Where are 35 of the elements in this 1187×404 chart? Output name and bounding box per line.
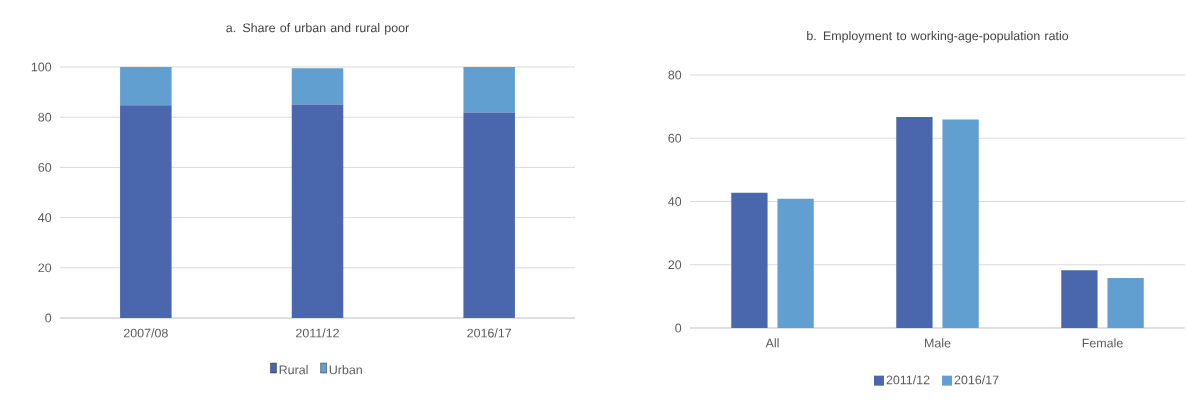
bar [1107, 278, 1144, 328]
bar [291, 68, 344, 105]
legend-label: Rural [279, 365, 308, 375]
bar [942, 119, 979, 328]
y-tick-label: 40 [668, 197, 682, 206]
x-tick-label: 2016/17 [467, 328, 512, 338]
y-tick-label: 60 [668, 133, 682, 143]
y-tick-label: 40 [38, 213, 52, 223]
bar [463, 67, 515, 113]
x-tick-label: All [765, 338, 779, 348]
bar [463, 112, 515, 318]
chart-title: a. Share of urban and rural poor [226, 23, 409, 35]
y-tick-label: 0 [45, 313, 52, 323]
bar [120, 105, 172, 318]
x-tick-label: Female [1082, 338, 1123, 348]
y-tick-label: 20 [38, 263, 52, 273]
y-tick-label: 60 [38, 163, 52, 172]
y-tick-label: 100 [31, 62, 52, 72]
x-tick-label: 2007/08 [123, 328, 168, 338]
bar [777, 198, 814, 328]
chart-title: b. Employment to working-age-population ratio [807, 31, 1069, 43]
y-tick-label: 0 [675, 323, 682, 333]
bar [731, 192, 768, 328]
bar [120, 67, 172, 106]
bar [291, 104, 344, 318]
legend-label: 2016/17 [954, 375, 999, 385]
bar [1061, 270, 1098, 328]
y-tick-label: 20 [668, 260, 682, 270]
x-tick-label: Male [925, 338, 951, 348]
y-tick-label: 80 [38, 112, 52, 122]
legend-label: 2011/12 [886, 375, 930, 385]
bar [896, 117, 933, 328]
y-tick-label: 80 [668, 70, 682, 80]
x-tick-label: 2011/12 [296, 328, 339, 338]
legend-label: Urban [329, 365, 362, 375]
